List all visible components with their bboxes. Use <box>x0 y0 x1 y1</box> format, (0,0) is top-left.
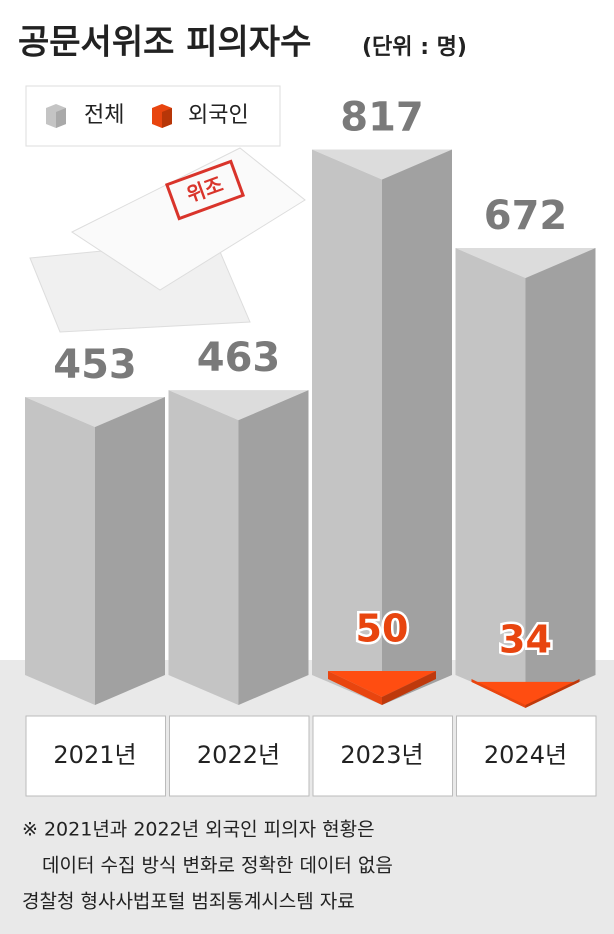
bar <box>328 671 436 705</box>
x-tick-label: 2021년 <box>53 741 136 769</box>
bar <box>312 149 452 705</box>
bar-top <box>168 390 309 421</box>
bar-right <box>238 390 309 705</box>
bar-top <box>455 248 596 279</box>
legend: 전체 외국인 <box>25 85 281 147</box>
bar <box>455 248 596 706</box>
bar-right <box>382 671 436 705</box>
value-label: 34 <box>499 617 552 661</box>
value-label: 817 <box>340 94 424 140</box>
legend-icon-side <box>162 108 172 128</box>
bar-left <box>455 248 526 706</box>
x-label-box <box>25 715 166 797</box>
bar-top <box>25 396 165 427</box>
bar <box>471 679 580 708</box>
stamp-frame <box>164 159 246 221</box>
value-label: 672 <box>484 193 568 239</box>
chart-subtitle: (단위 : 명) <box>362 35 467 60</box>
legend-label: 외국인 <box>188 103 249 128</box>
chart-title: 공문서위조 피의자수 <box>18 23 311 63</box>
floor <box>0 660 614 934</box>
legend-label: 전체 <box>84 103 124 128</box>
x-label-box <box>169 715 310 797</box>
bar-left <box>471 679 526 708</box>
value-label: 50 <box>356 607 409 651</box>
bar-top <box>312 149 452 180</box>
x-label-box <box>456 715 597 797</box>
bar-top <box>471 681 580 708</box>
bar-right <box>382 149 452 705</box>
bar-right <box>95 396 165 705</box>
x-label-box <box>312 715 453 797</box>
bar-left <box>168 390 239 705</box>
x-tick-label: 2023년 <box>340 741 423 769</box>
footnote: 경찰청 형사사법포털 범죄통계시스템 자료 <box>22 891 355 913</box>
paper-illustration: 위조 <box>29 147 306 333</box>
bar-top <box>328 671 436 697</box>
paper-front <box>71 147 306 291</box>
legend-icon-side <box>56 108 66 128</box>
bar <box>168 390 309 705</box>
bar-left <box>328 671 382 705</box>
bar-left <box>25 396 95 705</box>
value-label: 463 <box>197 335 281 381</box>
x-tick-label: 2022년 <box>197 741 280 769</box>
value-label: 453 <box>53 342 137 388</box>
bar-left <box>312 149 382 705</box>
footnote: ※ 2021년과 2022년 외국인 피의자 현황은 <box>22 819 375 841</box>
bar-right <box>525 248 596 706</box>
bar <box>25 396 165 705</box>
footnote: 데이터 수집 방식 변화로 정확한 데이터 없음 <box>42 855 393 877</box>
x-tick-label: 2024년 <box>484 741 567 769</box>
bar-right <box>525 679 580 708</box>
